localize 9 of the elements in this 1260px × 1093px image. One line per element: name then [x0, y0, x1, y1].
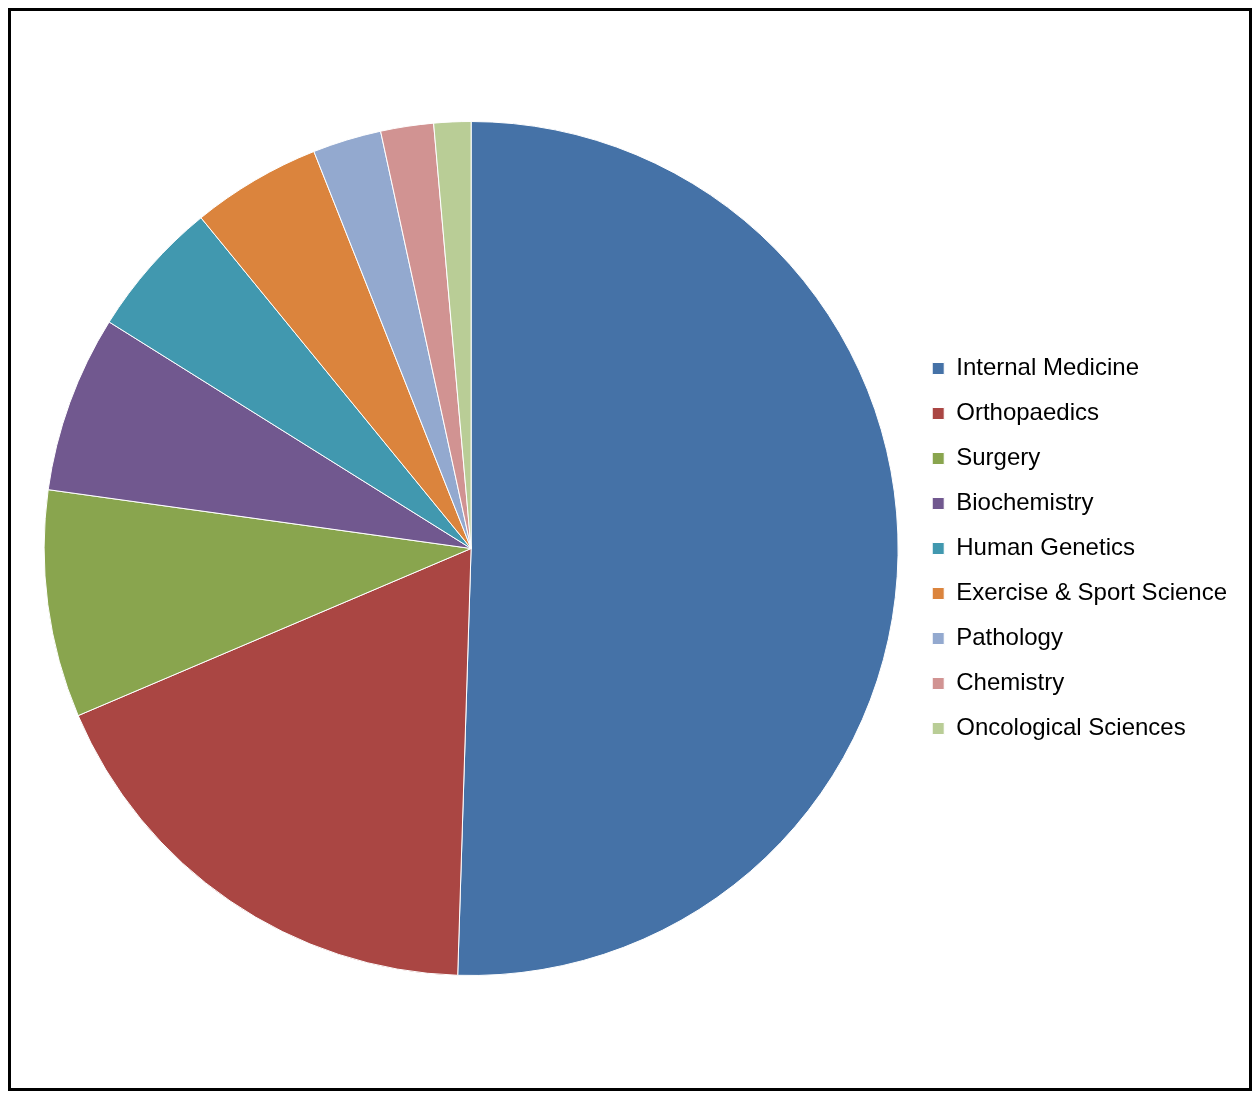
legend-label: Chemistry	[956, 668, 1065, 696]
legend-label: Oncological Sciences	[956, 713, 1186, 741]
legend-label: Biochemistry	[956, 488, 1094, 516]
legend-label: Human Genetics	[956, 533, 1135, 561]
legend-label: Orthopaedics	[956, 398, 1099, 426]
legend-label: Internal Medicine	[956, 353, 1139, 381]
legend-label: Surgery	[956, 443, 1041, 471]
legend-label: Exercise & Sport Science	[956, 578, 1228, 606]
legend-label: Pathology	[956, 623, 1063, 651]
